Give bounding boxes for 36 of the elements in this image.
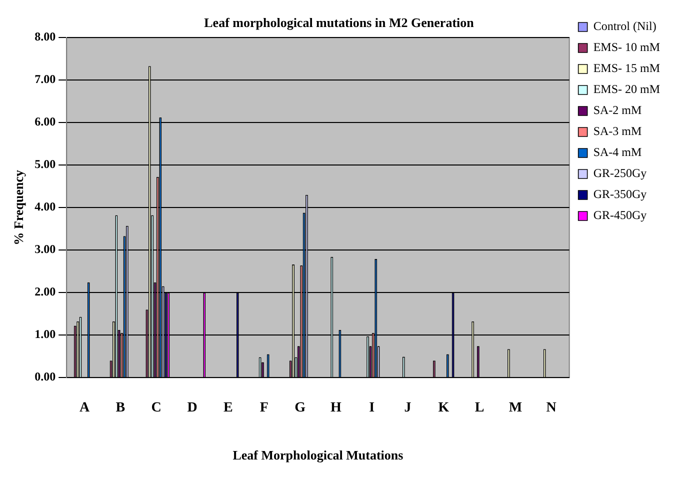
x-tick-label: I (369, 400, 375, 416)
legend-label: Control (Nil) (593, 19, 656, 34)
x-tick-label: H (330, 400, 342, 416)
legend-label: SA-3 mM (593, 124, 642, 138)
y-tick-label: 6.00 (34, 114, 56, 129)
legend-label: GR-350Gy (593, 187, 647, 202)
y-tick-label: 1.00 (34, 327, 56, 342)
y-tick-label: 2.00 (34, 284, 56, 299)
x-tick-label: N (546, 400, 556, 416)
x-axis-title: Leaf Morphological Mutations (232, 448, 404, 463)
x-tick-label: L (474, 400, 484, 416)
y-tick-label: 0.00 (34, 370, 56, 384)
y-axis-title: % Frequency (11, 169, 26, 246)
legend-label: SA-4 mM (593, 145, 642, 160)
y-tick-label: 7.00 (34, 72, 56, 86)
x-tick-label: K (438, 400, 450, 416)
x-tick-label: A (79, 400, 90, 416)
legend-label: GR-250Gy (593, 166, 647, 180)
x-tick-label: C (151, 400, 162, 416)
legend-label: EMS- 20 mM (593, 82, 660, 96)
x-tick-label: M (508, 400, 522, 416)
x-tick-label: E (224, 400, 233, 416)
legend-label: SA-2 mM (593, 103, 642, 118)
x-tick-label: B (116, 400, 126, 416)
y-tick-label: 4.00 (34, 200, 56, 214)
legend-label: EMS- 10 mM (593, 40, 660, 54)
y-tick-label: 8.00 (34, 30, 56, 44)
y-tick-label: 5.00 (34, 157, 56, 172)
chart-title: Leaf morphological mutations in M2 Generation (204, 15, 475, 30)
x-tick-label: D (187, 400, 198, 416)
legend-label: GR-450Gy (593, 208, 647, 222)
x-tick-label: G (294, 400, 306, 416)
legend-label: EMS- 15 mM (593, 61, 660, 76)
x-tick-label: F (260, 400, 268, 416)
y-tick-label: 3.00 (34, 242, 56, 256)
x-tick-label: J (404, 400, 412, 416)
